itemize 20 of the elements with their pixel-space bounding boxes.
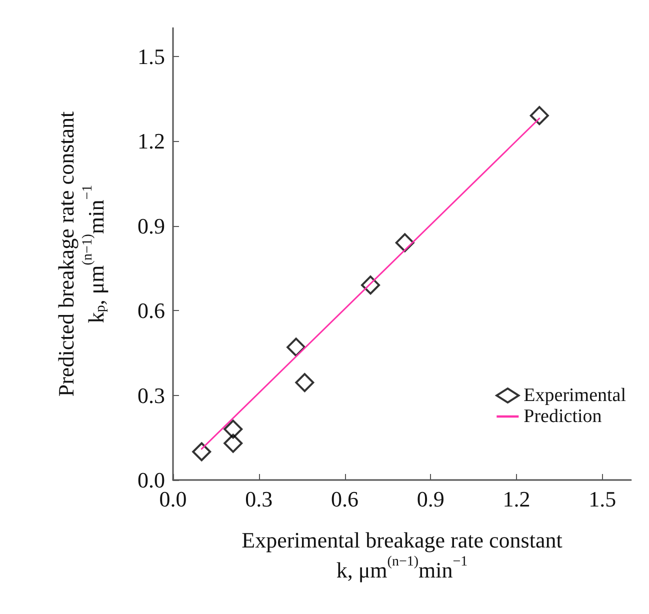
point [361,276,380,295]
point [395,233,414,252]
legend-label: Experimental [524,385,626,406]
x-tick-label: 1.2 [502,486,530,512]
point [192,442,212,462]
x-tick-label: 0.3 [245,486,273,512]
x-tick-label: 0.9 [416,486,444,512]
y-tick-label: 0.6 [138,298,165,323]
point [530,106,549,126]
point [224,434,243,453]
legend-label: Prediction [524,406,602,427]
x-tick-label: 0.6 [331,486,358,512]
y-tick-label: 1.5 [138,44,165,69]
point [224,420,243,439]
x-tick-label: 1.5 [588,486,616,512]
point [295,373,314,392]
point [286,338,306,357]
y-tick-label: 0.9 [138,213,165,238]
y-tick-label: 0.3 [138,382,165,408]
y-tick-label: 1.2 [138,128,165,154]
